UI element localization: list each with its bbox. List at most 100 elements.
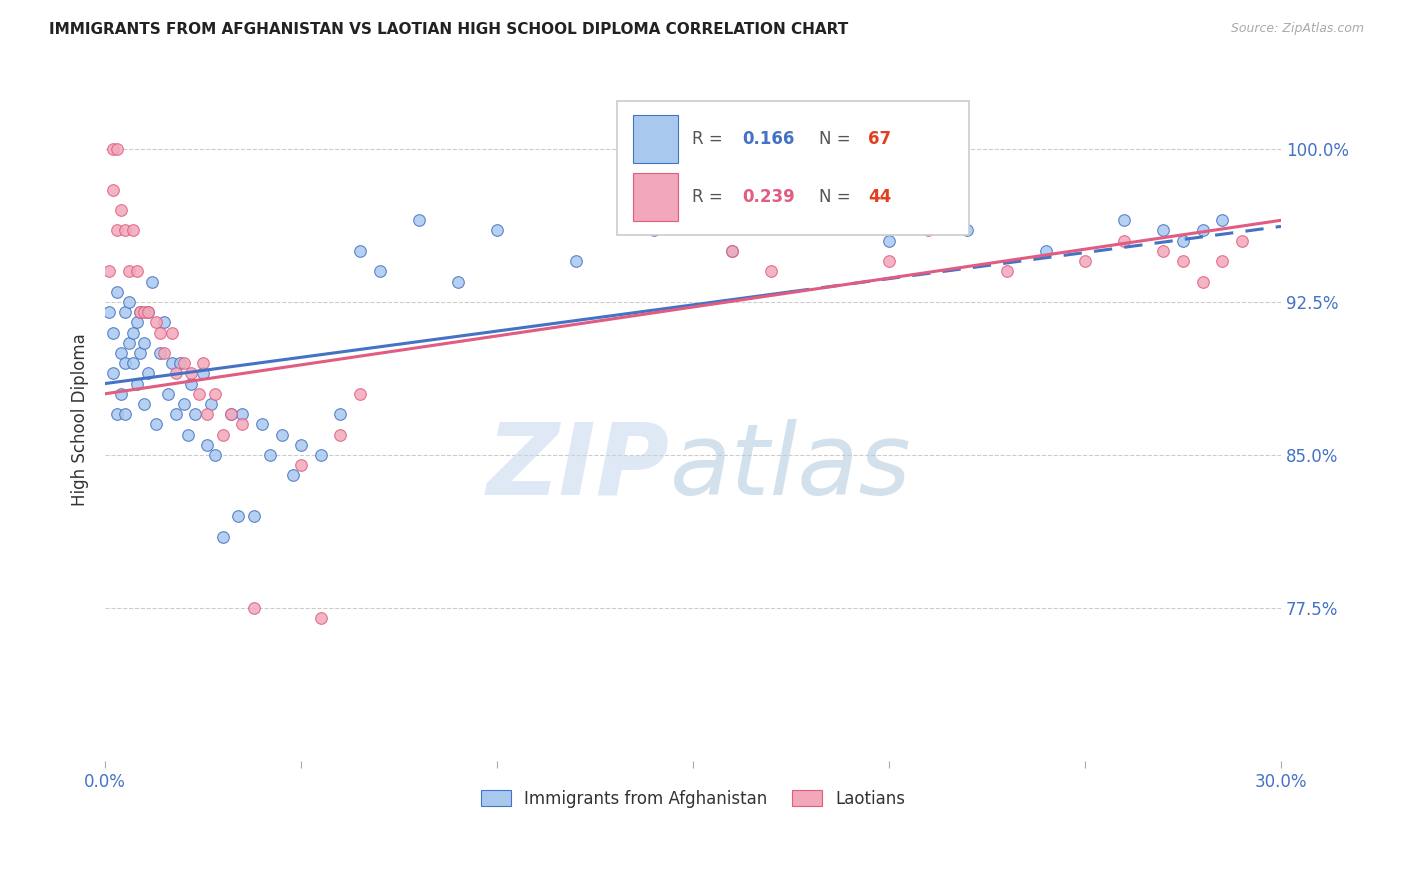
Point	[408, 213, 430, 227]
Point	[329, 427, 352, 442]
Point	[118, 264, 141, 278]
Point	[1074, 254, 1097, 268]
Point	[193, 367, 215, 381]
Point	[105, 142, 128, 156]
Point	[134, 305, 156, 319]
Point	[204, 386, 226, 401]
Point	[160, 326, 183, 340]
Point	[1152, 244, 1174, 258]
Bar	[633, 173, 678, 221]
Point	[101, 367, 124, 381]
Point	[101, 142, 124, 156]
Point	[173, 356, 195, 370]
Point	[259, 448, 281, 462]
Text: R =: R =	[692, 188, 728, 206]
Point	[125, 315, 148, 329]
Text: atlas: atlas	[669, 418, 911, 516]
Text: N =: N =	[818, 130, 856, 148]
Point	[1035, 244, 1057, 258]
Point	[204, 448, 226, 462]
Text: N =: N =	[818, 188, 856, 206]
Point	[125, 376, 148, 391]
Point	[1171, 234, 1194, 248]
Point	[118, 335, 141, 350]
Point	[200, 397, 222, 411]
Point	[447, 275, 470, 289]
Point	[721, 244, 744, 258]
Point	[180, 367, 202, 381]
Point	[98, 305, 121, 319]
Point	[101, 326, 124, 340]
Bar	[633, 115, 678, 163]
Point	[761, 264, 783, 278]
Point	[329, 407, 352, 421]
Point	[270, 427, 292, 442]
Point	[956, 223, 979, 237]
Text: 67: 67	[869, 130, 891, 148]
Point	[1211, 254, 1233, 268]
Point	[169, 356, 191, 370]
Point	[110, 346, 132, 360]
Point	[721, 244, 744, 258]
Legend: Immigrants from Afghanistan, Laotians: Immigrants from Afghanistan, Laotians	[474, 783, 912, 814]
Point	[136, 305, 159, 319]
Point	[134, 335, 156, 350]
Point	[800, 213, 823, 227]
Point	[134, 397, 156, 411]
Point	[309, 448, 332, 462]
Point	[121, 356, 143, 370]
Point	[231, 417, 253, 432]
Point	[149, 326, 172, 340]
Point	[486, 223, 509, 237]
Point	[105, 285, 128, 299]
Text: IMMIGRANTS FROM AFGHANISTAN VS LAOTIAN HIGH SCHOOL DIPLOMA CORRELATION CHART: IMMIGRANTS FROM AFGHANISTAN VS LAOTIAN H…	[49, 22, 848, 37]
Point	[176, 427, 198, 442]
Point	[877, 254, 900, 268]
Point	[195, 407, 218, 421]
Point	[1191, 223, 1213, 237]
Point	[349, 244, 371, 258]
Point	[228, 509, 250, 524]
Point	[114, 356, 136, 370]
Point	[98, 264, 121, 278]
Point	[211, 427, 233, 442]
Point	[165, 407, 187, 421]
Point	[114, 407, 136, 421]
Point	[149, 346, 172, 360]
Point	[129, 346, 152, 360]
Point	[219, 407, 242, 421]
Y-axis label: High School Diploma: High School Diploma	[72, 333, 89, 506]
Point	[180, 376, 202, 391]
Point	[141, 275, 163, 289]
Point	[153, 346, 176, 360]
Point	[156, 386, 179, 401]
Text: 44: 44	[869, 188, 891, 206]
Text: Source: ZipAtlas.com: Source: ZipAtlas.com	[1230, 22, 1364, 36]
Point	[136, 305, 159, 319]
Text: 0.239: 0.239	[742, 188, 796, 206]
Point	[1230, 234, 1253, 248]
Point	[995, 264, 1018, 278]
Point	[219, 407, 242, 421]
Point	[643, 223, 665, 237]
Text: R =: R =	[692, 130, 728, 148]
Point	[290, 438, 312, 452]
Point	[1211, 213, 1233, 227]
Point	[211, 530, 233, 544]
Point	[917, 223, 939, 237]
Point	[250, 417, 273, 432]
Point	[114, 305, 136, 319]
Point	[1171, 254, 1194, 268]
Point	[110, 386, 132, 401]
Point	[349, 386, 371, 401]
Point	[231, 407, 253, 421]
Point	[173, 397, 195, 411]
Point	[1114, 213, 1136, 227]
Point	[243, 601, 266, 615]
Point	[1152, 223, 1174, 237]
FancyBboxPatch shape	[617, 102, 969, 235]
Point	[110, 203, 132, 218]
Point	[121, 326, 143, 340]
Point	[105, 223, 128, 237]
Point	[368, 264, 391, 278]
